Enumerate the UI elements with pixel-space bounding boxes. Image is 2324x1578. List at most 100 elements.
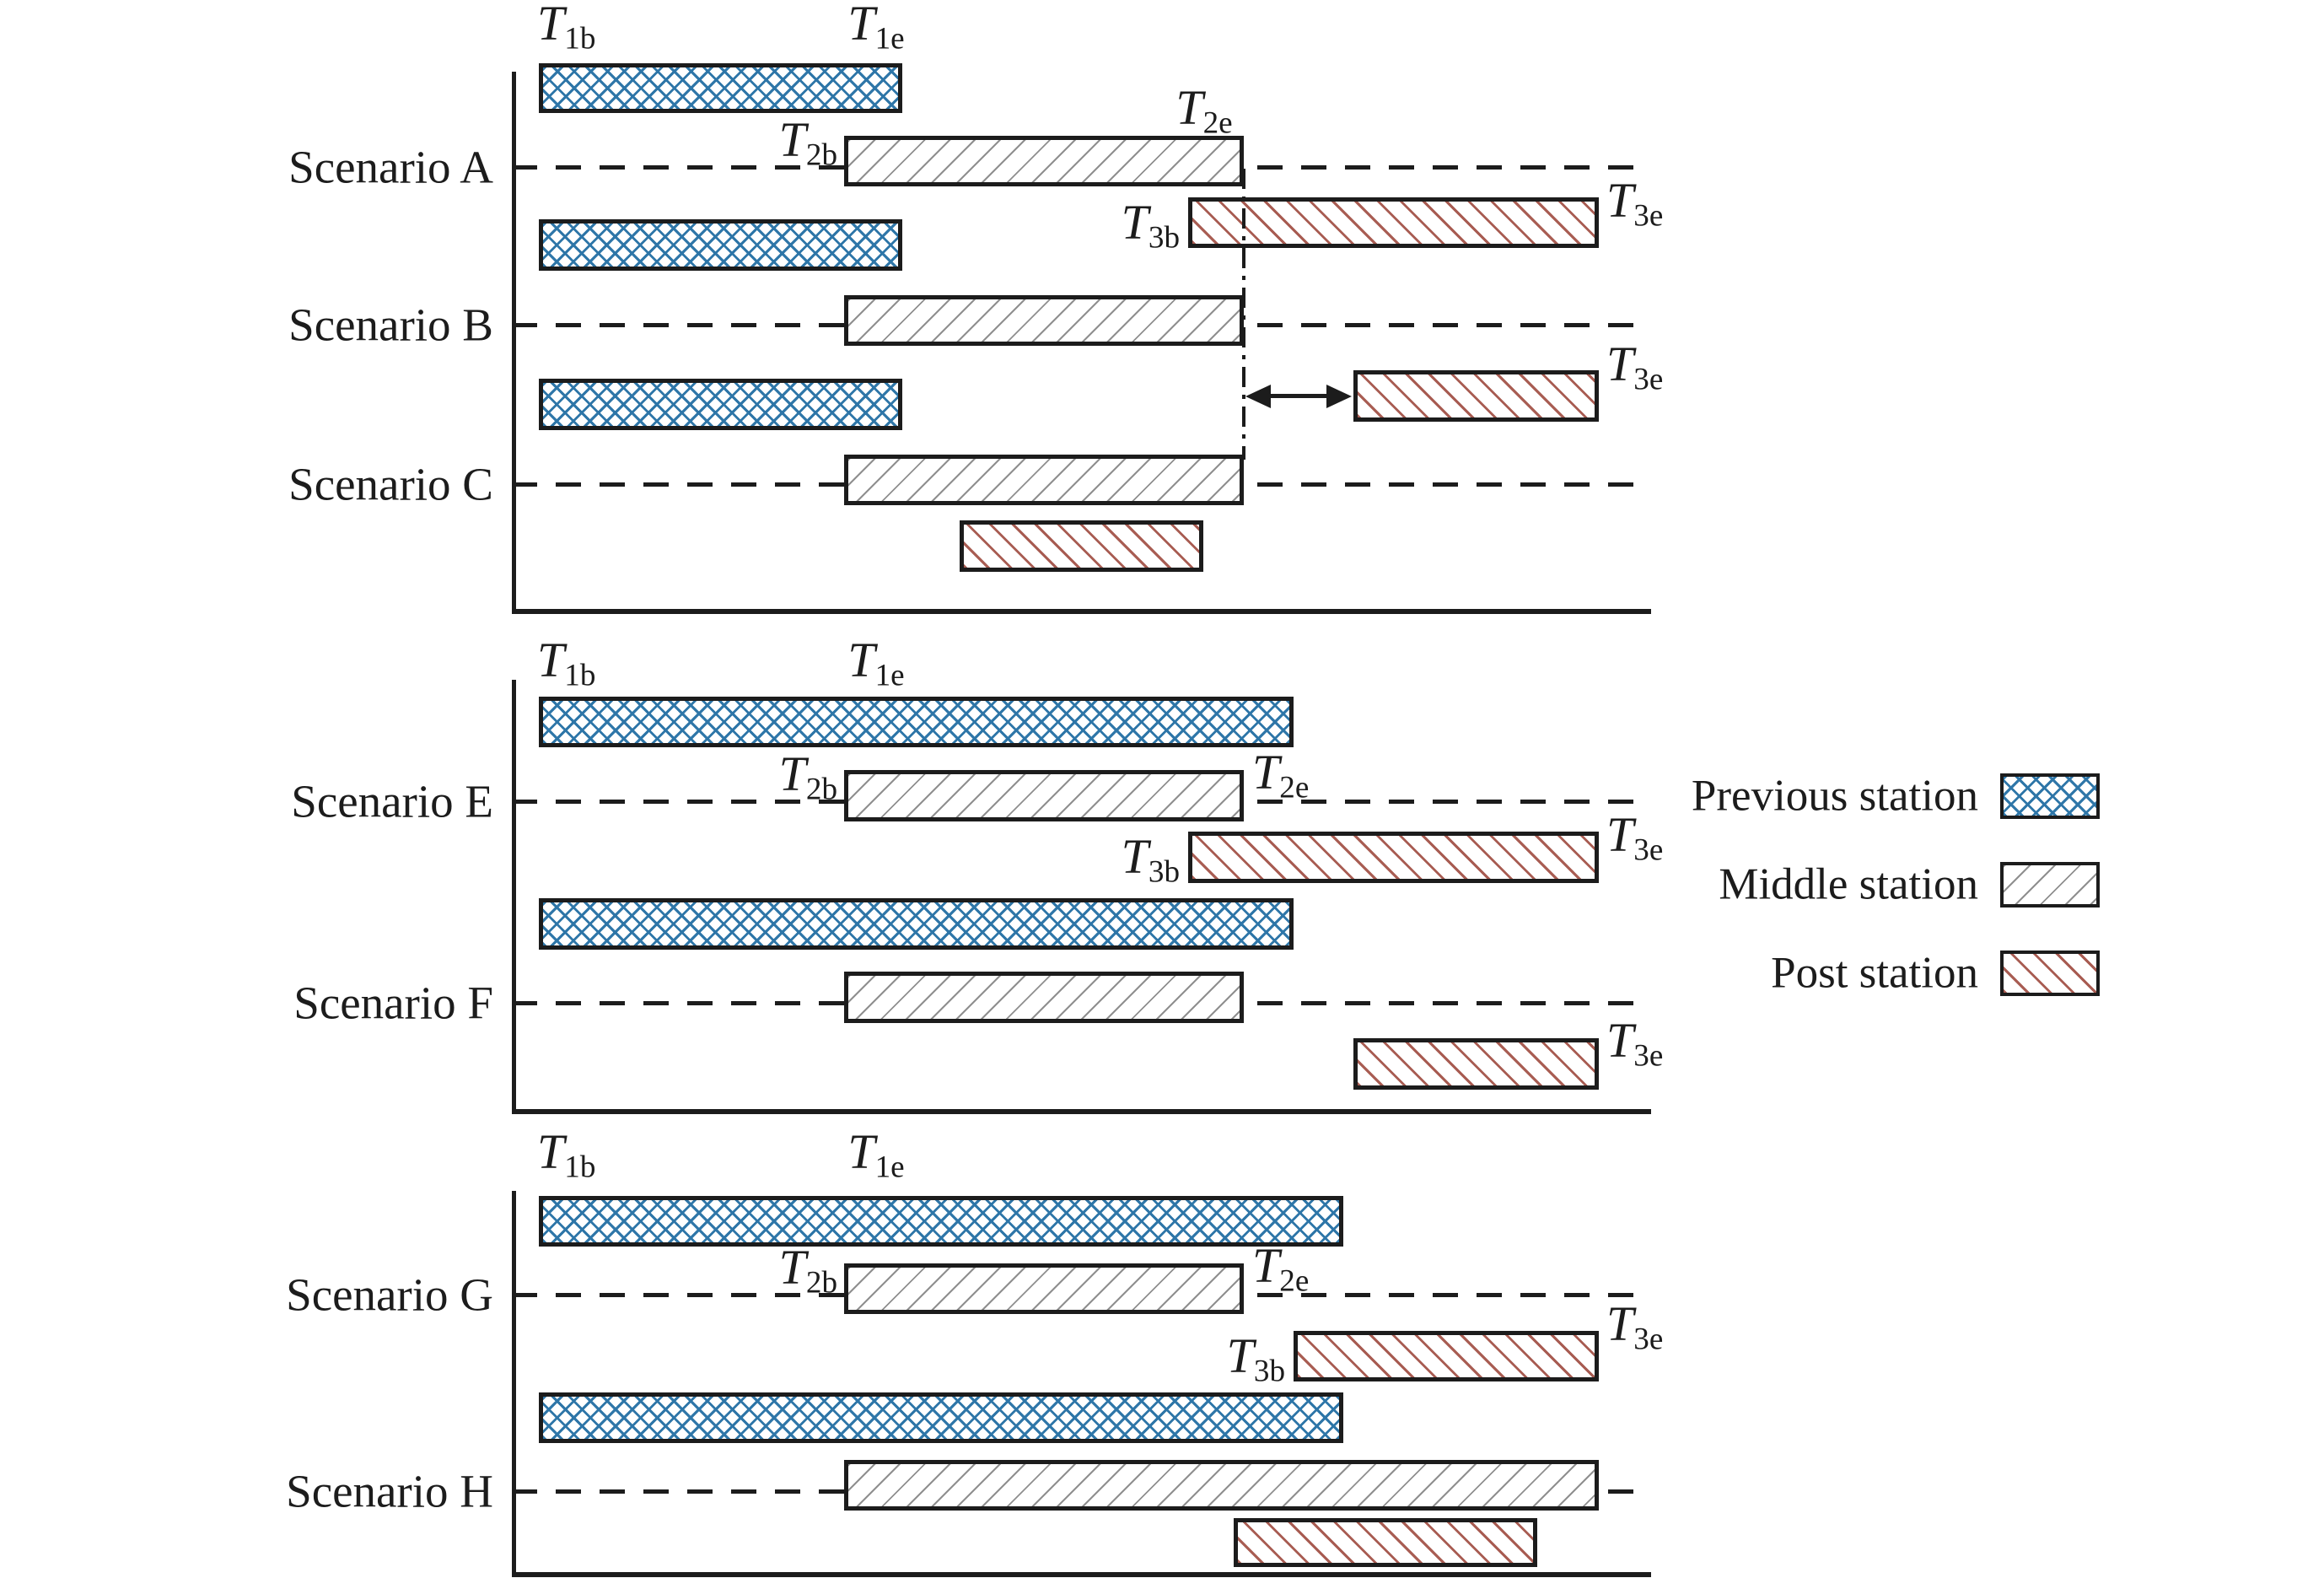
time-label-main: T [1606,1296,1634,1351]
legend-swatch-previous-icon [2000,773,2100,819]
time-label-subscript: 3b [1148,220,1180,256]
time-label-main: T [778,1240,806,1295]
time-label-subscript: 1e [874,21,905,57]
legend-swatch-middle-icon [2000,862,2100,907]
scenario-label-gh-0: Scenario G [286,1268,493,1321]
time-label-subscript: 3e [1633,1322,1664,1357]
axis-bottom-ef [512,1109,1651,1114]
scenario-label-gh-1: Scenario H [286,1465,493,1517]
bar-h-post-post-station [1234,1518,1537,1567]
time-label-main: T [847,1124,875,1179]
time-label-subscript: 1b [564,658,596,693]
bar-e-previous-previous-station [539,697,1294,747]
time-label-subscript: 1e [874,1150,905,1185]
time-label-t2e: T2e [1252,745,1309,804]
time-label-subscript: 2b [805,1265,837,1301]
axis-bottom-abc [512,609,1651,614]
bar-b-middle-middle-station [844,295,1244,346]
time-label-t2b: T2b [778,1240,837,1299]
legend-swatch-post-icon [2000,951,2100,996]
time-label-subscript: 1b [564,1150,596,1185]
bar-f-middle-middle-station [844,972,1244,1023]
bar-b-previous-previous-station [539,219,902,271]
legend-label-middle: Middle station [1719,859,1978,909]
time-label-t1b: T1b [537,1128,595,1183]
bar-g-previous-previous-station [539,1196,1343,1247]
axis-bottom-gh [512,1572,1651,1577]
time-label-main: T [1606,173,1634,228]
time-label-main: T [537,0,565,51]
time-label-main: T [537,633,565,687]
time-label-subscript: 3b [1253,1354,1285,1389]
time-label-main: T [1226,1328,1254,1383]
time-label-t3e: T3e [1606,340,1663,396]
time-label-t2b: T2b [779,750,837,805]
time-label-subscript: 2e [1279,1263,1310,1299]
time-label-subscript: 2b [805,137,837,173]
time-label-subscript: 3e [1633,198,1664,234]
bar-g-middle-middle-station [844,1263,1244,1314]
bar-a-previous-previous-station [539,63,902,113]
bar-c-previous-previous-station [539,379,902,430]
scenario-label-ef-0: Scenario E [291,775,493,827]
time-label-subscript: 3e [1633,1038,1664,1074]
time-label-t1e: T1e [847,1128,904,1183]
time-label-t3e: T3e [1606,1300,1663,1355]
time-label-subscript: 2b [805,772,837,807]
time-label-t2e: T2e [1252,1238,1309,1297]
bar-e-middle-middle-station [844,770,1244,821]
time-label-main: T [1121,195,1149,250]
time-label-main: T [847,633,875,687]
bar-c-post-post-station [960,520,1203,572]
time-label-main: T [1606,807,1634,862]
time-label-main: T [847,0,875,51]
bar-a-post-post-station [1188,197,1599,248]
axis-vertical-abc [512,72,516,609]
time-label-t3b: T3b [1121,195,1180,254]
bar-a-middle-middle-station [844,136,1244,186]
time-label-t2b: T2b [779,116,837,171]
time-label-subscript: 3e [1633,362,1664,397]
time-label-subscript: 2e [1279,770,1310,805]
legend-label-post: Post station [1771,948,1978,998]
time-label-t3e: T3e [1606,173,1663,232]
gap-arrow [1245,385,1352,408]
bar-c-middle-middle-station [844,455,1244,505]
scenario-label-ef-1: Scenario F [293,977,493,1029]
gap-arrow-line [1262,394,1335,398]
time-label-subscript: 3b [1148,854,1180,890]
scenario-label-abc-2: Scenario C [288,458,493,510]
time-label-main: T [537,1124,565,1179]
time-label-t1b: T1b [537,633,595,692]
time-label-main: T [1252,1238,1280,1293]
arrow-head-right-icon [1326,385,1352,408]
time-label-t1e: T1e [847,633,904,692]
scenario-label-abc-1: Scenario B [288,299,493,351]
bar-f-previous-previous-station [539,898,1294,950]
time-label-subscript: 1e [874,658,905,693]
axis-vertical-ef [512,680,516,1109]
time-label-subscript: 2e [1202,105,1233,141]
time-label-main: T [778,746,806,801]
bar-h-previous-previous-station [539,1392,1343,1443]
scenario-label-abc-0: Scenario A [288,141,493,193]
time-label-t3b: T3b [1121,829,1180,888]
time-label-t2e: T2e [1175,80,1232,139]
time-label-main: T [1606,1013,1634,1068]
time-label-subscript: 1b [564,21,596,57]
time-label-t1e: T1e [847,0,904,54]
time-label-main: T [1175,80,1203,135]
time-label-main: T [1252,745,1280,800]
time-label-t3e: T3e [1606,1013,1663,1072]
legend-label-previous: Previous station [1691,771,1978,821]
bar-h-middle-middle-station [844,1460,1599,1511]
time-label-main: T [1121,829,1149,884]
bar-f-post-post-station [1353,1038,1599,1090]
bar-b-post-post-station [1353,370,1599,422]
time-label-main: T [778,112,806,167]
dashdot-reference-line [1242,169,1245,460]
time-label-t3b: T3b [1227,1332,1285,1387]
arrow-head-left-icon [1245,385,1271,408]
bar-g-post-post-station [1294,1331,1599,1381]
